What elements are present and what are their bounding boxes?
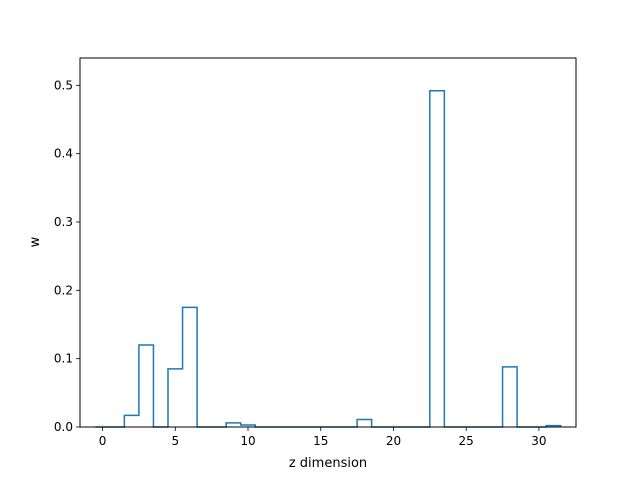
histogram-bin [183, 307, 198, 427]
x-tick-label: 25 [459, 434, 474, 448]
y-tick-label: 0.5 [54, 78, 73, 92]
y-tick-label: 0.3 [54, 215, 73, 229]
histogram-bin [139, 345, 154, 427]
x-tick-label: 15 [313, 434, 328, 448]
plot-area [124, 91, 560, 427]
y-tick-label: 0.0 [54, 420, 73, 434]
histogram-bin [503, 367, 518, 427]
axes-frame [79, 57, 577, 428]
histogram-bin [168, 369, 183, 427]
x-tick-label: 0 [99, 434, 107, 448]
data-step-line [95, 90, 562, 428]
x-axis-label: z dimension [289, 456, 367, 471]
histogram-bin [357, 419, 372, 427]
histogram-bin [430, 91, 445, 427]
x-tick-label: 30 [531, 434, 546, 448]
y-tick-label: 0.1 [54, 352, 73, 366]
x-tick-label: 10 [240, 434, 255, 448]
x-axis-ticks: 0 5 10 15 20 25 30 [99, 427, 547, 448]
y-axis-ticks: 0.0 0.1 0.2 0.3 0.4 0.5 [54, 78, 80, 434]
x-tick-label: 5 [171, 434, 179, 448]
histogram-bin [124, 415, 139, 427]
y-tick-label: 0.4 [54, 147, 73, 161]
y-axis-label: w [28, 236, 43, 247]
y-tick-label: 0.2 [54, 283, 73, 297]
x-tick-label: 20 [386, 434, 401, 448]
